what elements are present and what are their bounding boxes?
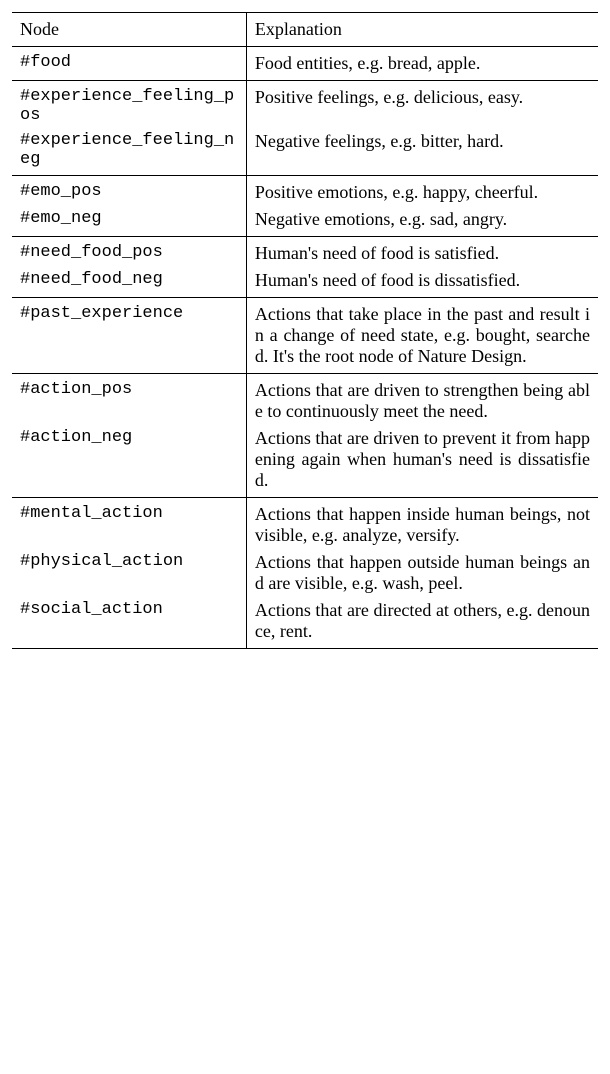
cell-node: #need_food_pos	[12, 237, 246, 271]
table-row: #experience_feeling_neg Negative feeling…	[12, 131, 598, 176]
cell-node: #past_experience	[12, 298, 246, 374]
node-explanation-table: Node Explanation #food Food entities, e.…	[12, 12, 598, 649]
table-row: #emo_neg Negative emotions, e.g. sad, an…	[12, 209, 598, 237]
header-node: Node	[12, 13, 246, 47]
cell-node: #need_food_neg	[12, 270, 246, 298]
table-row: #need_food_pos Human's need of food is s…	[12, 237, 598, 271]
cell-explanation: Actions that are directed at others, e.g…	[246, 600, 598, 649]
cell-explanation: Actions that happen outside human beings…	[246, 552, 598, 600]
cell-explanation: Food entities, e.g. bread, apple.	[246, 47, 598, 81]
table-row: #action_pos Actions that are driven to s…	[12, 374, 598, 429]
table-row: #physical_action Actions that happen out…	[12, 552, 598, 600]
table-row: #past_experience Actions that take place…	[12, 298, 598, 374]
cell-node: #mental_action	[12, 498, 246, 553]
cell-node: #action_pos	[12, 374, 246, 429]
table-row: #mental_action Actions that happen insid…	[12, 498, 598, 553]
cell-node: #emo_pos	[12, 176, 246, 210]
table-header-row: Node Explanation	[12, 13, 598, 47]
cell-node: #action_neg	[12, 428, 246, 498]
cell-explanation: Human's need of food is satisfied.	[246, 237, 598, 271]
cell-explanation: Actions that happen inside human beings,…	[246, 498, 598, 553]
cell-node: #experience_feeling_pos	[12, 81, 246, 132]
cell-explanation: Negative emotions, e.g. sad, angry.	[246, 209, 598, 237]
cell-explanation: Positive feelings, e.g. delicious, easy.	[246, 81, 598, 132]
table-row: #need_food_neg Human's need of food is d…	[12, 270, 598, 298]
cell-node: #social_action	[12, 600, 246, 649]
header-explanation: Explanation	[246, 13, 598, 47]
cell-explanation: Actions that take place in the past and …	[246, 298, 598, 374]
cell-node: #emo_neg	[12, 209, 246, 237]
table-row: #action_neg Actions that are driven to p…	[12, 428, 598, 498]
cell-node: #physical_action	[12, 552, 246, 600]
table-row: #food Food entities, e.g. bread, apple.	[12, 47, 598, 81]
table-row: #social_action Actions that are directed…	[12, 600, 598, 649]
cell-explanation: Human's need of food is dissatisfied.	[246, 270, 598, 298]
cell-explanation: Actions that are driven to strengthen be…	[246, 374, 598, 429]
cell-node: #experience_feeling_neg	[12, 131, 246, 176]
table-row: #experience_feeling_pos Positive feeling…	[12, 81, 598, 132]
table-row: #emo_pos Positive emotions, e.g. happy, …	[12, 176, 598, 210]
cell-explanation: Actions that are driven to prevent it fr…	[246, 428, 598, 498]
cell-explanation: Negative feelings, e.g. bitter, hard.	[246, 131, 598, 176]
cell-explanation: Positive emotions, e.g. happy, cheerful.	[246, 176, 598, 210]
cell-node: #food	[12, 47, 246, 81]
